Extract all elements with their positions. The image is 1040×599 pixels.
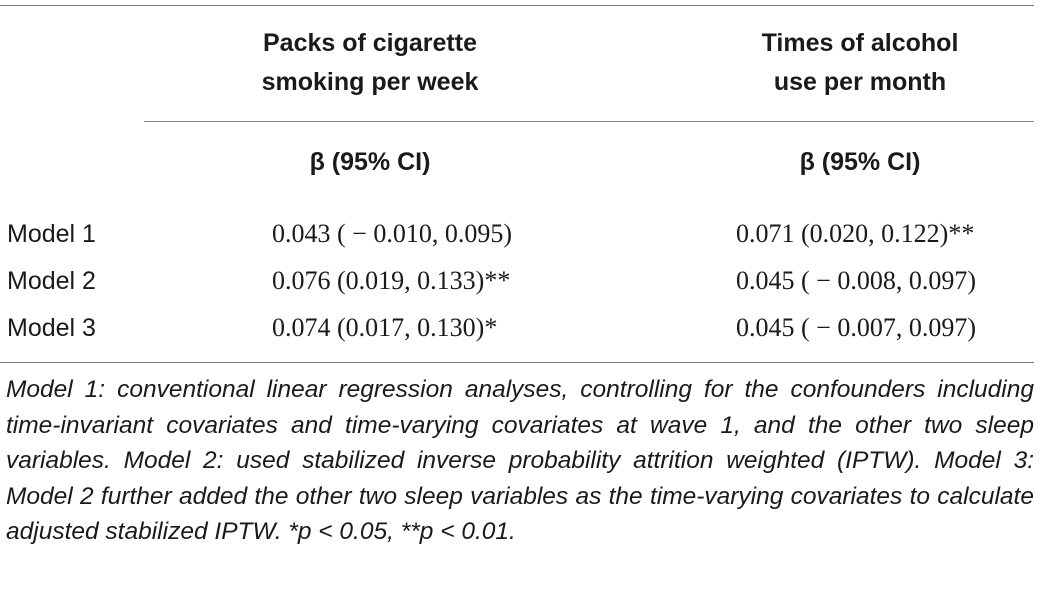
table-top-rule [0, 5, 1034, 6]
table-row: Model 1 0.043 ( − 0.010, 0.095) 0.071 (0… [0, 215, 1040, 261]
header-alcohol-line1: Times of alcohol [761, 29, 959, 57]
cigarette-beta-value: 0.074 (0.017, 0.130)* [272, 313, 498, 342]
header-cigarette-line1: Packs of cigarette [263, 29, 477, 57]
row-label: Model 2 [7, 267, 96, 295]
subheader-cigarette-beta: β (95% CI) [309, 148, 431, 176]
table-bottom-rule [0, 362, 1034, 363]
row-label: Model 3 [7, 314, 96, 342]
cigarette-beta-value: 0.076 (0.019, 0.133)** [272, 266, 511, 295]
table-footnote: Model 1: conventional linear regression … [6, 376, 1034, 545]
cigarette-beta-value: 0.043 ( − 0.010, 0.095) [272, 219, 512, 248]
header-alcohol-use: Times of alcohol use per month [700, 24, 1020, 102]
alcohol-beta-value: 0.071 (0.020, 0.122)** [736, 219, 975, 248]
subheader-alcohol-beta: β (95% CI) [799, 148, 921, 176]
alcohol-beta-value: 0.045 ( − 0.007, 0.097) [736, 313, 976, 342]
table-row: Model 2 0.076 (0.019, 0.133)** 0.045 ( −… [0, 262, 1040, 308]
header-cigarette-smoking: Packs of cigarette smoking per week [210, 24, 530, 102]
header-alcohol-line2: use per month [773, 68, 947, 96]
alcohol-beta-value: 0.045 ( − 0.008, 0.097) [736, 266, 976, 295]
header-cigarette-line2: smoking per week [261, 68, 479, 96]
header-divider-rule [144, 121, 1034, 122]
row-label: Model 1 [7, 220, 96, 248]
table-row: Model 3 0.074 (0.017, 0.130)* 0.045 ( − … [0, 309, 1040, 355]
